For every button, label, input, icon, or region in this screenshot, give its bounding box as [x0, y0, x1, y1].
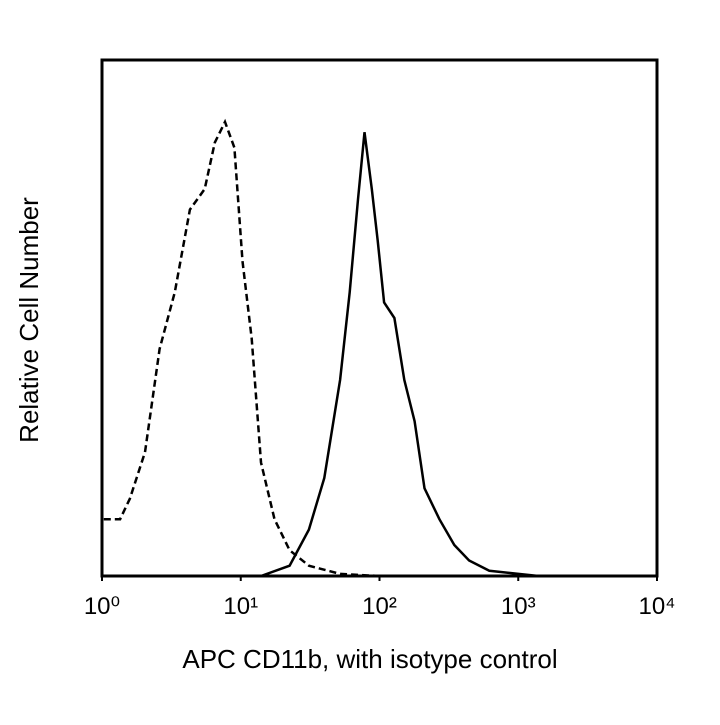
x-tick-label: 10²: [362, 593, 397, 620]
y-axis-label: Relative Cell Number: [14, 197, 44, 443]
x-tick-label: 10⁰: [84, 593, 120, 620]
plot-frame: [100, 58, 659, 578]
x-tick-label: 10⁴: [638, 593, 675, 620]
x-tick-label: 10¹: [223, 593, 258, 620]
x-axis-label: APC CD11b, with isotype control: [182, 644, 557, 674]
x-tick-label: 10³: [501, 593, 536, 620]
histogram-line: [260, 132, 657, 578]
histogram-line: [103, 118, 380, 578]
